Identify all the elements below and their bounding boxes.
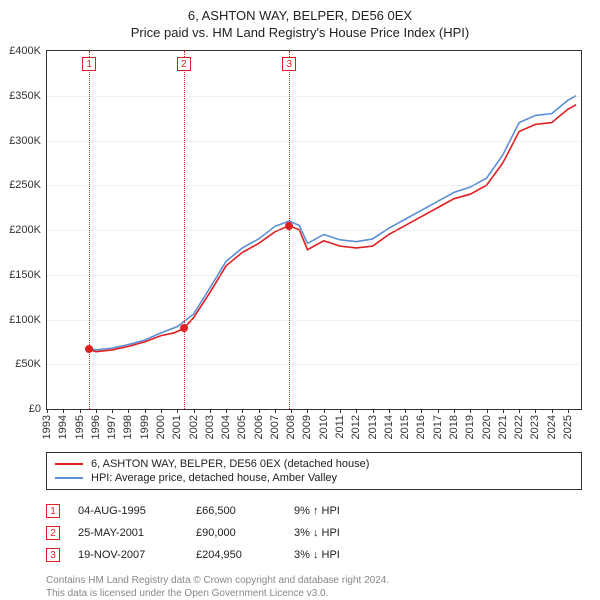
event-marker-box: 1 bbox=[46, 504, 60, 518]
legend-label: HPI: Average price, detached house, Ambe… bbox=[91, 472, 337, 484]
events-table: 1 04-AUG-1995 £66,500 9% ↑ HPI 2 25-MAY-2001 £… bbox=[46, 500, 582, 566]
x-axis-tick-label: 1996 bbox=[90, 415, 102, 439]
x-axis-tick-label: 2020 bbox=[481, 415, 493, 439]
event-row: 3 19-NOV-2007 £204,950 3% ↓ HPI bbox=[46, 544, 582, 566]
event-date: 04-AUG-1995 bbox=[78, 505, 178, 517]
y-axis-tick-label: £50K bbox=[15, 358, 41, 370]
x-axis-tick-label: 2001 bbox=[171, 415, 183, 439]
x-axis-tick-label: 2012 bbox=[350, 415, 362, 439]
y-axis-tick-label: £200K bbox=[9, 224, 41, 236]
x-axis-tick-label: 2018 bbox=[448, 415, 460, 439]
y-axis-tick-label: £300K bbox=[9, 135, 41, 147]
x-axis-tick-label: 2007 bbox=[269, 415, 281, 439]
y-axis-tick-label: £250K bbox=[9, 179, 41, 191]
event-price: £66,500 bbox=[196, 505, 276, 517]
event-marker-box: 2 bbox=[46, 526, 60, 540]
event-date: 25-MAY-2001 bbox=[78, 527, 178, 539]
legend-label: 6, ASHTON WAY, BELPER, DE56 0EX (detache… bbox=[91, 458, 369, 470]
marker-label-box: 3 bbox=[282, 57, 296, 71]
x-axis-tick-label: 2016 bbox=[415, 415, 427, 439]
title-line-2: Price paid vs. HM Land Registry's House … bbox=[0, 25, 600, 40]
event-hpi-diff: 3% ↓ HPI bbox=[294, 549, 374, 561]
x-axis-tick-label: 2024 bbox=[546, 415, 558, 439]
x-axis-tick-label: 2025 bbox=[562, 415, 574, 439]
x-axis-tick-label: 2019 bbox=[464, 415, 476, 439]
x-axis-tick-label: 1995 bbox=[74, 415, 86, 439]
x-axis-tick-label: 1994 bbox=[57, 415, 69, 439]
event-hpi-diff: 9% ↑ HPI bbox=[294, 505, 374, 517]
x-axis-tick-label: 1997 bbox=[106, 415, 118, 439]
x-axis-tick-label: 2006 bbox=[253, 415, 265, 439]
x-axis-tick-label: 2013 bbox=[367, 415, 379, 439]
event-row: 2 25-MAY-2001 £90,000 3% ↓ HPI bbox=[46, 522, 582, 544]
legend-swatch bbox=[55, 463, 83, 465]
x-axis-tick-label: 2017 bbox=[432, 415, 444, 439]
event-price: £90,000 bbox=[196, 527, 276, 539]
event-date: 19-NOV-2007 bbox=[78, 549, 178, 561]
x-axis-tick-label: 2021 bbox=[497, 415, 509, 439]
marker-point bbox=[85, 345, 93, 353]
marker-reference-line bbox=[289, 51, 290, 409]
y-axis-tick-label: £350K bbox=[9, 90, 41, 102]
legend-item: 6, ASHTON WAY, BELPER, DE56 0EX (detache… bbox=[55, 457, 573, 471]
event-hpi-diff: 3% ↓ HPI bbox=[294, 527, 374, 539]
y-axis-tick-label: £400K bbox=[9, 45, 41, 57]
event-marker-box: 3 bbox=[46, 548, 60, 562]
event-row: 1 04-AUG-1995 £66,500 9% ↑ HPI bbox=[46, 500, 582, 522]
legend-item: HPI: Average price, detached house, Ambe… bbox=[55, 471, 573, 485]
plot-region: £0£50K£100K£150K£200K£250K£300K£350K£400… bbox=[46, 50, 582, 410]
marker-reference-line bbox=[184, 51, 185, 409]
event-price: £204,950 bbox=[196, 549, 276, 561]
series-line bbox=[89, 105, 576, 352]
marker-reference-line bbox=[89, 51, 90, 409]
y-axis-tick-label: £100K bbox=[9, 314, 41, 326]
marker-point bbox=[285, 222, 293, 230]
x-axis-tick-label: 2004 bbox=[220, 415, 232, 439]
y-axis-tick-label: £150K bbox=[9, 269, 41, 281]
x-axis-tick-label: 2010 bbox=[318, 415, 330, 439]
footer-line-1: Contains HM Land Registry data © Crown c… bbox=[46, 574, 582, 587]
x-axis-tick-label: 1999 bbox=[139, 415, 151, 439]
legend-swatch bbox=[55, 477, 83, 479]
x-axis-tick-label: 2015 bbox=[399, 415, 411, 439]
series-line bbox=[89, 96, 576, 350]
x-axis-tick-label: 2011 bbox=[334, 415, 346, 439]
x-axis-tick-label: 2003 bbox=[204, 415, 216, 439]
x-axis-tick-label: 2014 bbox=[383, 415, 395, 439]
x-axis-tick-label: 1993 bbox=[41, 415, 53, 439]
legend-box: 6, ASHTON WAY, BELPER, DE56 0EX (detache… bbox=[46, 452, 582, 490]
title-line-1: 6, ASHTON WAY, BELPER, DE56 0EX bbox=[0, 8, 600, 23]
chart-area: £0£50K£100K£150K£200K£250K£300K£350K£400… bbox=[46, 50, 582, 410]
footer-text: Contains HM Land Registry data © Crown c… bbox=[46, 574, 582, 600]
x-axis-tick-label: 2022 bbox=[513, 415, 525, 439]
marker-label-box: 1 bbox=[82, 57, 96, 71]
x-axis-tick-label: 2009 bbox=[301, 415, 313, 439]
x-axis-tick-label: 2008 bbox=[285, 415, 297, 439]
x-axis-tick-label: 2005 bbox=[236, 415, 248, 439]
x-axis-tick-label: 2002 bbox=[188, 415, 200, 439]
x-axis-tick-label: 2023 bbox=[529, 415, 541, 439]
marker-point bbox=[180, 324, 188, 332]
x-axis-tick-label: 2000 bbox=[155, 415, 167, 439]
footer-line-2: This data is licensed under the Open Gov… bbox=[46, 587, 582, 600]
marker-label-box: 2 bbox=[177, 57, 191, 71]
y-axis-tick-label: £0 bbox=[29, 403, 41, 415]
x-axis-tick-label: 1998 bbox=[122, 415, 134, 439]
